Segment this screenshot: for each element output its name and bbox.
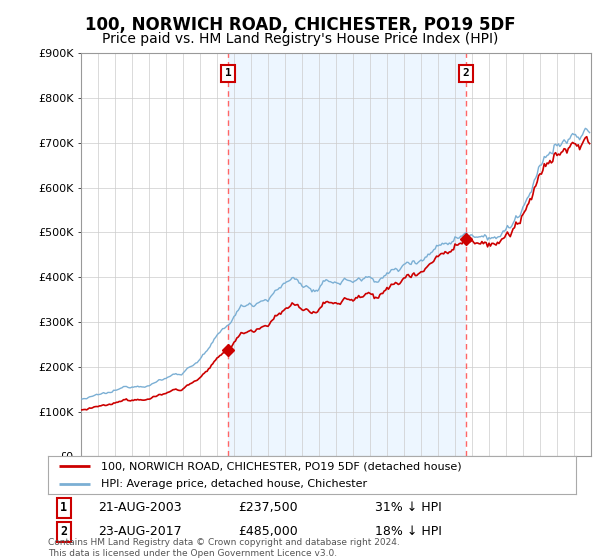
Text: 1: 1 (224, 68, 231, 78)
Text: Contains HM Land Registry data © Crown copyright and database right 2024.
This d: Contains HM Land Registry data © Crown c… (48, 538, 400, 558)
Text: 31% ↓ HPI: 31% ↓ HPI (376, 501, 442, 514)
Text: £485,000: £485,000 (238, 525, 298, 538)
Text: £237,500: £237,500 (238, 501, 298, 514)
Text: 23-AUG-2017: 23-AUG-2017 (98, 525, 182, 538)
Bar (228, 53, 466, 456)
Text: Price paid vs. HM Land Registry's House Price Index (HPI): Price paid vs. HM Land Registry's House … (102, 32, 498, 46)
Text: 2: 2 (60, 525, 67, 538)
Text: 100, NORWICH ROAD, CHICHESTER, PO19 5DF: 100, NORWICH ROAD, CHICHESTER, PO19 5DF (85, 16, 515, 34)
Text: 18% ↓ HPI: 18% ↓ HPI (376, 525, 442, 538)
Text: 1: 1 (60, 501, 67, 514)
Text: 2: 2 (463, 68, 469, 78)
Text: 21-AUG-2003: 21-AUG-2003 (98, 501, 182, 514)
Text: 100, NORWICH ROAD, CHICHESTER, PO19 5DF (detached house): 100, NORWICH ROAD, CHICHESTER, PO19 5DF … (101, 461, 461, 471)
Text: HPI: Average price, detached house, Chichester: HPI: Average price, detached house, Chic… (101, 479, 367, 489)
